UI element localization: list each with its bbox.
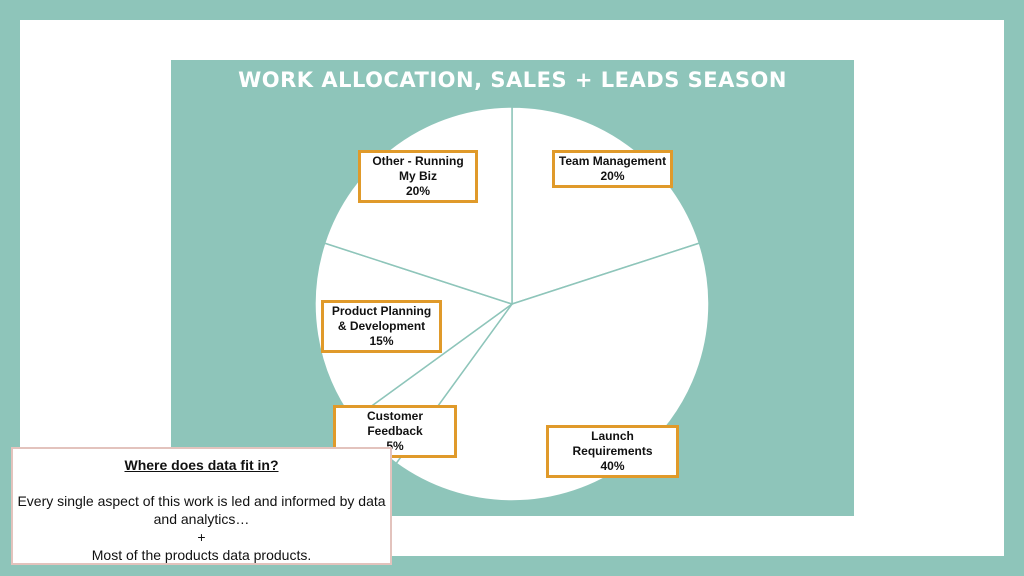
chart-panel: WORK ALLOCATION, SALES + LEADS SEASON Te… — [171, 60, 854, 516]
chart-title: WORK ALLOCATION, SALES + LEADS SEASON — [238, 68, 787, 92]
data-note-box: Where does data fit in? Every single asp… — [11, 447, 392, 565]
slice-label-other-running-my-biz: Other - Running My Biz 20% — [358, 150, 478, 203]
note-line-1: Every single aspect of this work is led … — [17, 493, 386, 527]
slice-label-team-management: Team Management 20% — [552, 150, 673, 188]
slice-label-product-planning: Product Planning & Development 15% — [321, 300, 442, 353]
slice-label-launch-requirements: Launch Requirements 40% — [546, 425, 679, 478]
note-line-2: + — [197, 529, 206, 545]
note-line-3: Most of the products data products. — [91, 547, 312, 563]
note-heading: Where does data fit in? — [124, 457, 279, 473]
